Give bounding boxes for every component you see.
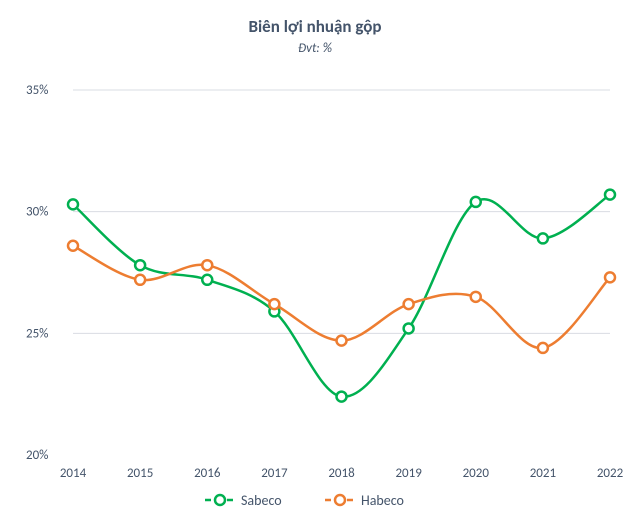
marker-habeco bbox=[471, 292, 481, 302]
marker-habeco bbox=[269, 299, 279, 309]
svg-text:35%: 35% bbox=[26, 83, 48, 98]
legend: Sabeco Habeco bbox=[205, 492, 404, 509]
grid bbox=[73, 90, 610, 333]
chart-subtitle: Đvt: % bbox=[298, 41, 332, 56]
svg-text:30%: 30% bbox=[26, 205, 48, 220]
marker-habeco bbox=[404, 299, 414, 309]
marker-habeco bbox=[202, 260, 212, 270]
svg-text:2022: 2022 bbox=[597, 466, 624, 481]
svg-text:2021: 2021 bbox=[530, 466, 556, 481]
svg-text:25%: 25% bbox=[26, 326, 48, 341]
series-line-habeco bbox=[73, 246, 610, 348]
chart-svg: Biên lợi nhuận gộp Đvt: % 20% 25% 30% 35% 2… bbox=[0, 0, 630, 525]
marker-sabeco bbox=[68, 199, 78, 209]
svg-text:2020: 2020 bbox=[463, 466, 490, 481]
marker-habeco bbox=[337, 336, 347, 346]
legend-marker-habeco bbox=[335, 495, 345, 505]
series-line-sabeco bbox=[73, 195, 610, 397]
legend-marker-sabeco bbox=[215, 495, 225, 505]
series-group bbox=[68, 190, 615, 402]
svg-text:2016: 2016 bbox=[194, 466, 221, 481]
marker-sabeco bbox=[471, 197, 481, 207]
marker-habeco bbox=[538, 343, 548, 353]
svg-text:2014: 2014 bbox=[60, 466, 87, 481]
marker-sabeco bbox=[605, 190, 615, 200]
marker-sabeco bbox=[202, 275, 212, 285]
y-axis: 20% 25% 30% 35% bbox=[26, 83, 48, 463]
svg-text:2018: 2018 bbox=[328, 466, 355, 481]
svg-text:2015: 2015 bbox=[127, 466, 153, 481]
chart-title: Biên lợi nhuận gộp bbox=[248, 16, 381, 37]
marker-sabeco bbox=[538, 233, 548, 243]
legend-label-sabeco: Sabeco bbox=[241, 492, 282, 509]
marker-habeco bbox=[605, 272, 615, 282]
marker-habeco bbox=[68, 241, 78, 251]
svg-text:20%: 20% bbox=[26, 448, 48, 463]
svg-text:2017: 2017 bbox=[261, 466, 288, 481]
svg-text:2019: 2019 bbox=[395, 466, 422, 481]
x-axis: 2014 2015 2016 2017 2018 2019 2020 2021 2022 bbox=[60, 466, 624, 481]
marker-habeco bbox=[135, 275, 145, 285]
chart-container: Biên lợi nhuận gộp Đvt: % 20% 25% 30% 35% 2… bbox=[0, 0, 630, 525]
legend-label-habeco: Habeco bbox=[361, 492, 404, 509]
marker-sabeco bbox=[404, 323, 414, 333]
marker-sabeco bbox=[135, 260, 145, 270]
marker-sabeco bbox=[337, 392, 347, 402]
